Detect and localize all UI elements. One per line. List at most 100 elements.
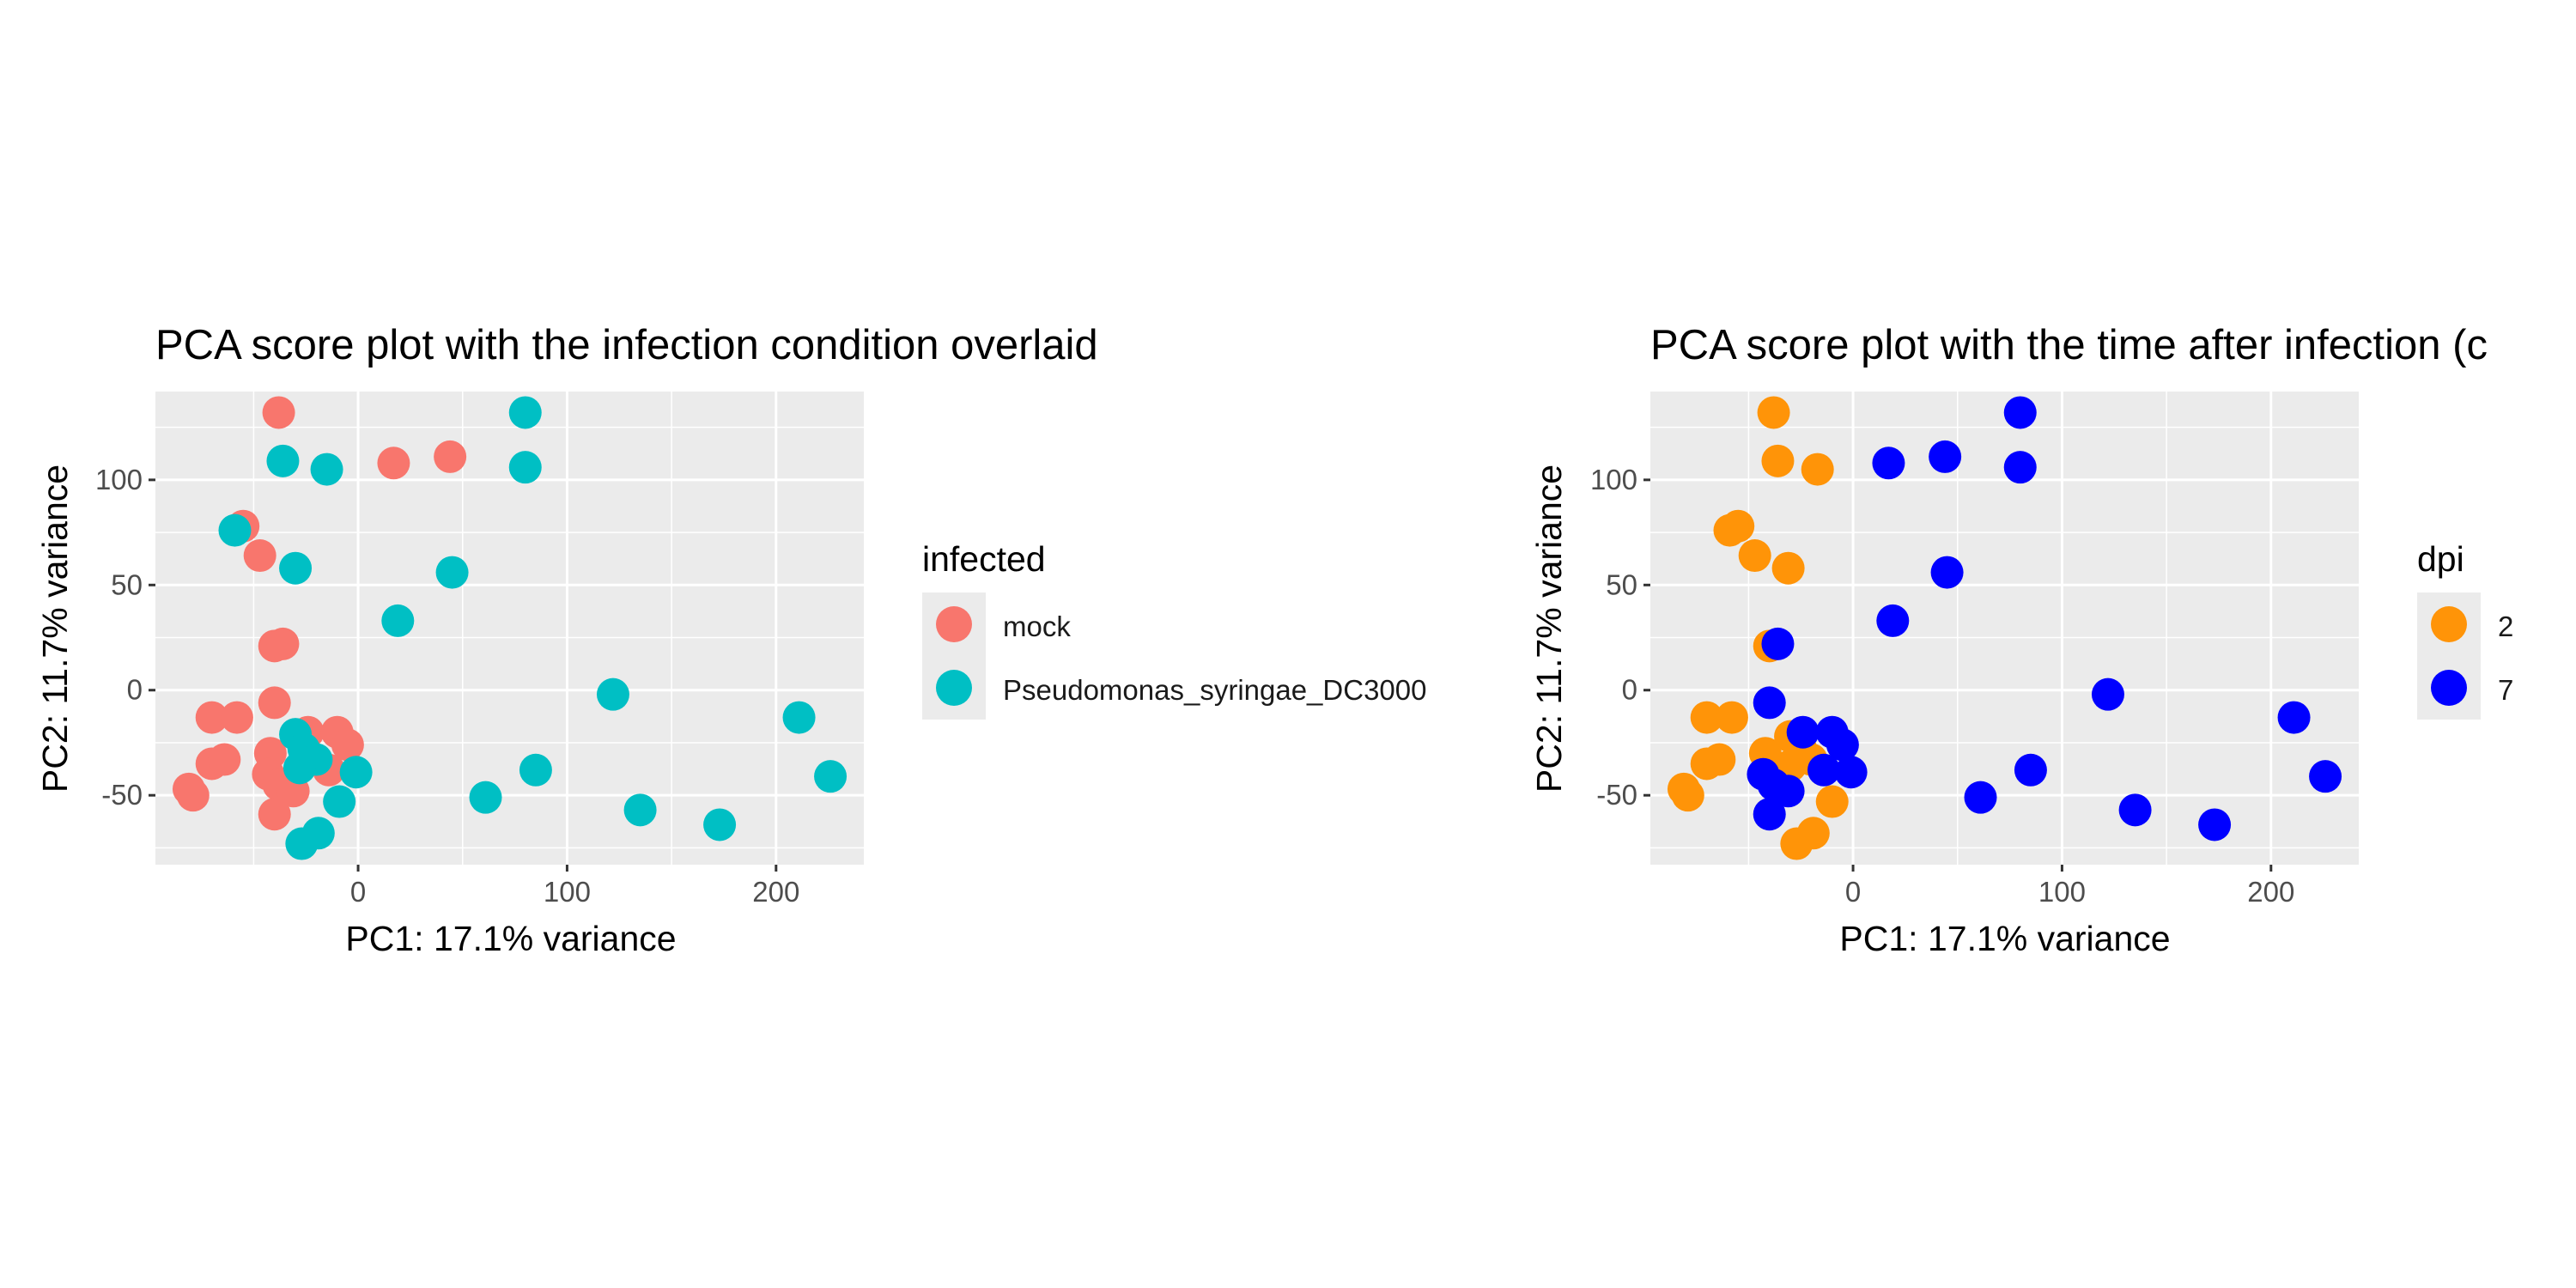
data-point [1671, 779, 1704, 812]
y-tick-label: 0 [1622, 674, 1637, 706]
panel-infection-y-axis-label: PC2: 11.7% variance [35, 465, 75, 793]
data-point [434, 440, 467, 473]
data-point [1753, 798, 1786, 831]
data-point [195, 701, 228, 734]
data-point [339, 756, 373, 789]
data-point [703, 808, 737, 841]
data-point [279, 551, 313, 585]
data-point [1715, 701, 1748, 734]
data-point [310, 453, 343, 486]
data-point [285, 827, 319, 860]
y-tick-label: -50 [101, 779, 143, 811]
data-point [1876, 604, 1910, 637]
y-tick-label: 0 [127, 674, 143, 706]
series-7 [1747, 396, 2342, 841]
data-point [218, 513, 252, 547]
data-point [2091, 677, 2124, 711]
data-point [1771, 775, 1805, 808]
legend-label-pseudomonas: Pseudomonas_syringae_DC3000 [1003, 674, 1427, 706]
data-point [1872, 447, 1905, 480]
x-tick-label: 100 [544, 876, 591, 908]
data-point [2003, 451, 2037, 484]
panel-dpi-x-axis-label: PC1: 17.1% variance [1839, 919, 2170, 958]
data-point [1757, 396, 1790, 429]
data-point [814, 760, 848, 793]
data-point [596, 677, 629, 711]
legend-key-pseudomonas [936, 670, 972, 706]
panel-infection: PCA score plot with the infection condit… [35, 322, 1427, 958]
data-point [176, 779, 210, 812]
panel-infection-plot-area: 0 100 200 -50 0 50 100 [95, 392, 864, 908]
series-pseudomonas-syringae-dc3000 [218, 396, 848, 860]
data-point [2309, 760, 2342, 793]
y-tick-label: 50 [1606, 568, 1637, 600]
data-point [258, 686, 291, 720]
data-point [1807, 753, 1840, 787]
y-tick-label: -50 [1596, 779, 1637, 811]
data-point [519, 753, 552, 787]
data-point [1690, 701, 1723, 734]
data-point [1761, 627, 1795, 660]
data-point [243, 539, 276, 573]
legend-title: dpi [2417, 539, 2464, 579]
data-point [1713, 513, 1747, 547]
data-point [1801, 453, 1834, 486]
panel-dpi-plot-area: 0 100 200 -50 0 50 100 [1590, 392, 2359, 908]
data-point [220, 701, 253, 734]
x-tick-label: 0 [350, 876, 366, 908]
legend-key-2 [2431, 606, 2467, 642]
data-point [331, 728, 364, 762]
data-point [623, 793, 657, 827]
x-tick-label: 200 [2247, 876, 2294, 908]
panel-dpi: PCA score plot with the time after infec… [1529, 322, 2513, 958]
data-point [1780, 827, 1814, 860]
legend-label-mock: mock [1003, 611, 1071, 642]
data-point [1703, 743, 1736, 776]
data-point [1930, 556, 1964, 589]
data-point [1964, 781, 1997, 814]
data-point [377, 447, 410, 480]
data-point [508, 396, 542, 429]
panel-background [1650, 392, 2359, 865]
data-point [435, 556, 469, 589]
data-point [2118, 793, 2152, 827]
data-point [1771, 551, 1805, 585]
data-point [1738, 539, 1771, 573]
panel-infection-x-axis-label: PC1: 17.1% variance [345, 919, 676, 958]
panel-dpi-title: PCA score plot with the time after infec… [1650, 322, 2488, 368]
data-point [1786, 715, 1820, 749]
data-point [508, 451, 542, 484]
data-point [2277, 701, 2311, 734]
y-tick-label: 50 [111, 568, 143, 600]
data-point [2198, 808, 2232, 841]
legend-key-7 [2431, 670, 2467, 706]
data-point [1815, 785, 1849, 818]
data-point [2014, 753, 2047, 787]
data-point [1929, 440, 1962, 473]
data-point [469, 781, 502, 814]
panel-background [155, 392, 864, 865]
panel-dpi-legend: dpi 2 7 [2417, 539, 2513, 720]
panel-dpi-y-axis-label: PC2: 11.7% variance [1529, 465, 1569, 793]
data-point [283, 751, 316, 785]
data-point [323, 785, 356, 818]
data-point [1761, 444, 1795, 477]
data-point [266, 627, 300, 660]
series-2 [1667, 396, 1849, 860]
data-point [782, 701, 816, 734]
panel-infection-title: PCA score plot with the infection condit… [155, 322, 1098, 368]
data-point [1834, 756, 1868, 789]
legend-key-mock [936, 606, 972, 642]
data-point [258, 798, 291, 831]
legend-label-2: 2 [2498, 611, 2513, 642]
x-tick-label: 0 [1845, 876, 1861, 908]
data-point [2003, 396, 2037, 429]
data-point [266, 444, 300, 477]
legend-title: infected [922, 539, 1046, 579]
panel-infection-legend: infected mock Pseudomonas_syringae_DC300… [922, 539, 1427, 720]
x-tick-label: 100 [2038, 876, 2086, 908]
y-tick-label: 100 [1590, 464, 1637, 495]
y-tick-label: 100 [95, 464, 143, 495]
x-tick-label: 200 [752, 876, 799, 908]
